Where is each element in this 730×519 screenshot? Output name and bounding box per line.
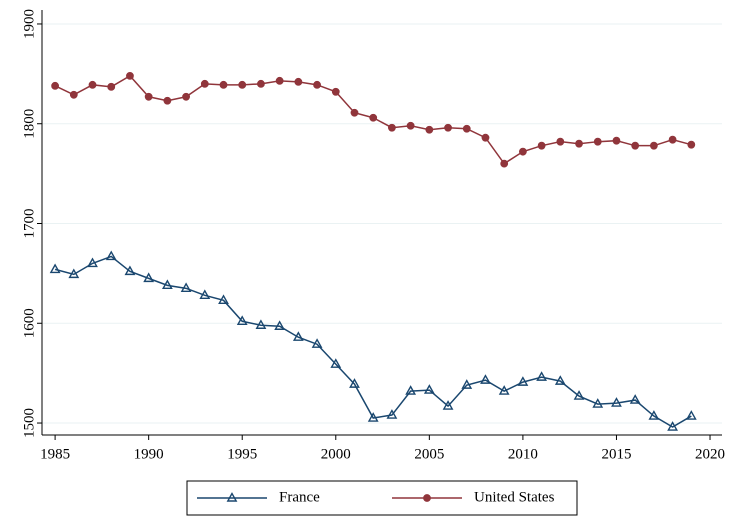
marker	[88, 80, 97, 89]
legend-label: France	[279, 489, 320, 505]
marker	[668, 135, 677, 144]
marker	[349, 378, 360, 388]
marker	[444, 123, 452, 132]
marker	[611, 397, 622, 407]
legend-label: United States	[474, 489, 555, 505]
marker	[592, 398, 604, 408]
marker	[144, 92, 153, 101]
marker	[554, 375, 566, 385]
marker	[631, 141, 640, 150]
marker	[519, 147, 527, 156]
marker	[350, 108, 359, 117]
x-tick-label: 1985	[40, 446, 70, 462]
x-tick-label: 1990	[134, 446, 164, 462]
marker	[685, 410, 697, 420]
marker	[124, 265, 136, 276]
marker	[105, 250, 117, 261]
marker	[425, 125, 434, 134]
marker	[573, 390, 585, 400]
y-tick-label: 1600	[21, 308, 37, 338]
marker	[406, 121, 415, 130]
marker	[49, 263, 61, 274]
marker	[517, 376, 529, 386]
x-tick-label: 2010	[508, 446, 538, 462]
x-tick-label: 2015	[601, 446, 631, 462]
marker	[292, 331, 304, 341]
marker	[143, 272, 155, 283]
y-tick-label: 1500	[21, 408, 37, 438]
marker	[461, 379, 473, 389]
marker	[257, 79, 265, 88]
marker	[330, 358, 342, 368]
marker	[161, 279, 173, 290]
marker	[200, 79, 209, 88]
marker	[575, 139, 583, 148]
x-tick-label: 2000	[321, 446, 351, 462]
marker	[423, 494, 431, 502]
marker	[274, 320, 286, 330]
marker	[369, 113, 378, 122]
marker	[612, 136, 621, 145]
marker	[313, 80, 321, 89]
y-tick-label: 1700	[21, 208, 37, 238]
marker	[199, 289, 211, 300]
marker	[405, 385, 417, 395]
marker	[649, 141, 658, 150]
marker	[68, 268, 80, 279]
x-tick-label: 2005	[414, 446, 444, 462]
marker	[386, 409, 398, 419]
marker	[182, 92, 190, 101]
marker	[294, 77, 303, 86]
marker	[442, 400, 454, 410]
marker	[667, 421, 678, 431]
marker	[226, 492, 238, 502]
marker	[462, 124, 471, 133]
marker	[388, 123, 396, 132]
marker	[556, 137, 565, 146]
marker	[238, 80, 247, 89]
marker	[500, 159, 509, 168]
marker	[423, 384, 435, 394]
marker	[537, 141, 546, 150]
marker	[69, 90, 78, 99]
x-tick-label: 1995	[227, 446, 257, 462]
y-tick-label: 1800	[21, 109, 37, 139]
marker	[275, 76, 284, 85]
series-line	[54, 255, 692, 428]
marker	[126, 71, 134, 80]
y-tick-label: 1900	[21, 9, 37, 39]
marker	[255, 319, 267, 329]
marker	[311, 338, 323, 348]
marker	[593, 137, 602, 146]
marker	[480, 374, 491, 384]
marker	[163, 96, 172, 105]
marker	[331, 87, 340, 96]
marker	[51, 81, 59, 90]
marker	[498, 385, 510, 395]
marker	[180, 282, 192, 293]
marker	[219, 80, 228, 89]
marker	[481, 133, 490, 142]
marker	[367, 412, 379, 422]
marker	[629, 394, 641, 404]
marker	[218, 294, 229, 305]
marker	[536, 371, 548, 381]
marker	[87, 257, 98, 268]
x-tick-label: 2020	[695, 446, 725, 462]
marker	[648, 410, 660, 420]
marker	[687, 140, 696, 149]
marker	[107, 82, 116, 91]
marker	[236, 315, 248, 325]
